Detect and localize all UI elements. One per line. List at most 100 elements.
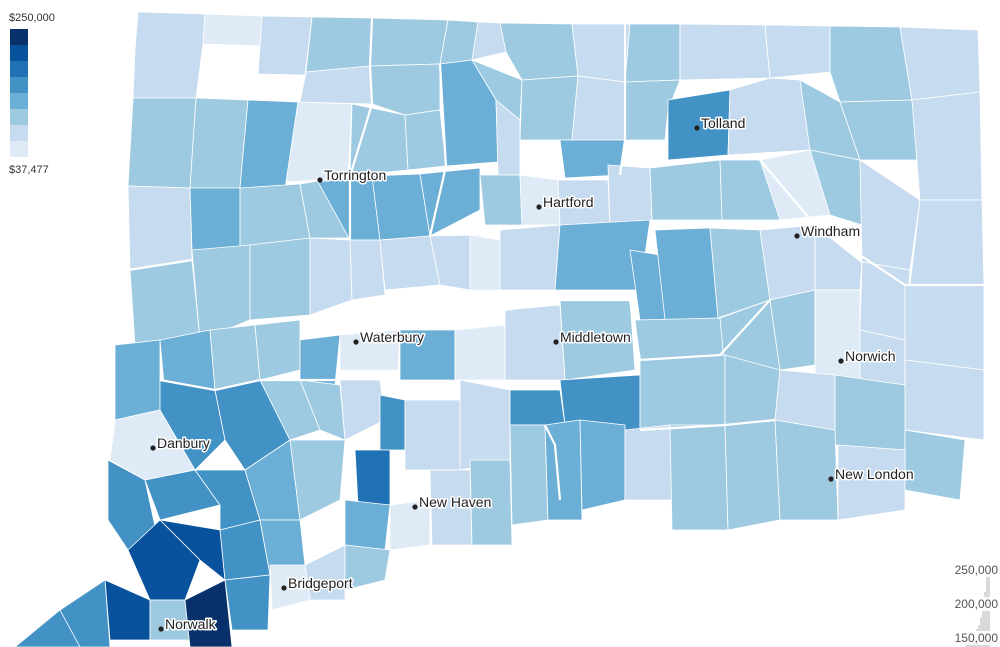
town-region (379, 235, 441, 291)
city-marker-windham: Windham (794, 222, 862, 241)
legend-swatch (10, 61, 28, 77)
legend-swatch (10, 45, 28, 61)
city-dot (694, 125, 700, 131)
town-region (519, 75, 579, 141)
histogram-tick-low: 150,000 (954, 631, 998, 645)
city-label: Middletown (560, 329, 631, 345)
town-region (379, 394, 406, 451)
town-region (369, 17, 449, 67)
town-region (189, 97, 249, 189)
city-marker-tolland: Tolland (694, 114, 747, 133)
town-region (189, 187, 241, 251)
city-label: Norwalk (165, 616, 217, 632)
town-region (899, 26, 981, 101)
town-region (479, 174, 523, 226)
town-region (814, 289, 861, 381)
city-dot (158, 626, 164, 632)
town-region (354, 449, 391, 506)
legend-swatch (10, 29, 28, 45)
city-dot (828, 476, 834, 482)
city-marker-bridgeport: Bridgeport (281, 574, 354, 593)
town-region (127, 185, 193, 271)
city-label: Danbury (157, 435, 210, 451)
city-marker-new-london: New London (828, 465, 915, 484)
town-region (349, 239, 386, 301)
town-region (624, 23, 681, 83)
town-region (509, 389, 566, 426)
town-region (774, 419, 839, 521)
town-region (911, 91, 983, 201)
city-label: Norwich (845, 348, 896, 364)
city-marker-hartford: Hartford (536, 193, 595, 212)
town-region (132, 11, 206, 99)
town-region (369, 63, 441, 116)
city-dot (412, 504, 418, 510)
town-region (129, 259, 201, 346)
town-region (469, 234, 501, 291)
legend-min-label: $37,477 (9, 164, 49, 176)
town-polygons (14, 11, 985, 647)
town-region (404, 109, 447, 171)
town-region (904, 429, 966, 501)
city-label: Bridgeport (288, 575, 353, 591)
city-label: Waterbury (360, 329, 424, 345)
city-marker-new-haven: New Haven (412, 493, 493, 512)
city-dot (353, 339, 359, 345)
town-region (764, 24, 831, 79)
town-region (469, 459, 513, 546)
town-region (829, 25, 913, 103)
city-marker-danbury: Danbury (150, 434, 211, 453)
histogram-tick-mid: 200,000 (954, 597, 998, 611)
town-region (837, 444, 906, 521)
town-region (404, 399, 461, 471)
city-marker-torrington: Torrington (317, 166, 388, 185)
town-region (344, 544, 391, 591)
town-region (509, 424, 549, 526)
city-dot (838, 358, 844, 364)
city-marker-waterbury: Waterbury (353, 328, 426, 347)
town-region (239, 183, 311, 249)
town-region (909, 199, 985, 286)
town-region (499, 224, 561, 291)
city-marker-norwich: Norwich (838, 347, 897, 366)
town-region (14, 609, 81, 647)
legend-max-label: $250,000 (9, 12, 55, 24)
town-region (389, 499, 431, 551)
town-region (104, 579, 151, 641)
city-dot (553, 339, 559, 345)
county-boundaries (127, 17, 984, 501)
city-label: New Haven (419, 494, 491, 510)
town-region (299, 65, 373, 105)
town-region (305, 16, 373, 73)
town-region (309, 237, 353, 316)
town-region (904, 284, 985, 371)
city-label: New London (835, 466, 914, 482)
town-region (289, 439, 346, 521)
city-label: Torrington (324, 167, 386, 183)
town-region (654, 227, 719, 321)
town-region (344, 499, 391, 551)
town-region (454, 324, 506, 381)
city-dot (794, 233, 800, 239)
town-region (904, 359, 985, 441)
city-marker-norwalk: Norwalk (158, 615, 218, 634)
town-region (349, 103, 409, 177)
histogram-bar (982, 607, 984, 647)
town-region (304, 544, 346, 601)
town-region (639, 354, 726, 431)
legend-swatch (10, 77, 28, 93)
town-region (669, 424, 729, 531)
legend-swatch (10, 141, 28, 157)
town-region (571, 23, 631, 83)
county-boundary (127, 258, 193, 272)
legend-swatch (10, 109, 28, 125)
town-region (859, 159, 921, 271)
city-label: Tolland (701, 115, 745, 131)
town-region (459, 379, 511, 471)
county-boundary (348, 17, 374, 240)
town-region (419, 167, 481, 237)
county-boundary (618, 24, 627, 176)
county-boundary (544, 424, 562, 501)
town-region (127, 519, 201, 601)
